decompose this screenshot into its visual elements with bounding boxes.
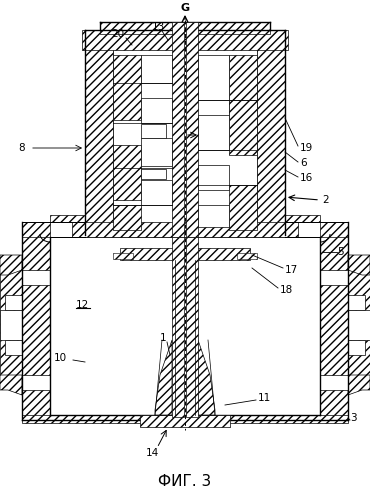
- Bar: [120, 248, 250, 260]
- Bar: [198, 55, 229, 100]
- Polygon shape: [155, 340, 172, 415]
- Bar: [0, 310, 22, 340]
- Bar: [257, 45, 285, 230]
- Polygon shape: [0, 255, 22, 275]
- Bar: [113, 145, 141, 200]
- Bar: [82, 30, 288, 50]
- Text: 2: 2: [322, 195, 329, 205]
- Bar: [85, 45, 113, 230]
- Text: 18: 18: [280, 285, 293, 295]
- Text: 14: 14: [145, 448, 159, 458]
- Bar: [229, 55, 257, 120]
- Text: 20: 20: [111, 29, 125, 39]
- Text: 1: 1: [160, 333, 166, 343]
- Bar: [141, 55, 172, 83]
- Bar: [298, 222, 320, 237]
- Text: 13: 13: [151, 22, 165, 32]
- Bar: [22, 222, 348, 237]
- Bar: [265, 215, 320, 225]
- Bar: [348, 310, 370, 340]
- Bar: [113, 205, 141, 230]
- Text: 5: 5: [337, 247, 344, 257]
- Text: 6: 6: [300, 158, 307, 168]
- Bar: [141, 180, 172, 205]
- Bar: [229, 185, 257, 230]
- Bar: [320, 237, 348, 417]
- Bar: [5, 295, 22, 310]
- Text: 17: 17: [285, 265, 298, 275]
- Bar: [172, 22, 184, 237]
- Bar: [113, 45, 257, 230]
- Bar: [348, 340, 365, 355]
- Bar: [22, 270, 50, 285]
- Bar: [50, 222, 72, 237]
- Text: G: G: [181, 3, 189, 13]
- Bar: [348, 295, 365, 310]
- Bar: [141, 124, 166, 138]
- Bar: [198, 165, 229, 190]
- Bar: [186, 22, 198, 237]
- Bar: [198, 115, 229, 150]
- Bar: [237, 253, 257, 259]
- Bar: [141, 138, 172, 166]
- Bar: [85, 225, 285, 237]
- Bar: [100, 22, 270, 34]
- Bar: [320, 375, 348, 390]
- Text: 8: 8: [19, 143, 25, 153]
- Bar: [198, 205, 229, 227]
- Text: ФИГ. 3: ФИГ. 3: [158, 475, 212, 490]
- Text: 12: 12: [75, 300, 89, 310]
- Bar: [141, 169, 166, 179]
- Text: 19: 19: [300, 143, 313, 153]
- Bar: [22, 375, 50, 390]
- Text: 10: 10: [53, 353, 67, 363]
- Bar: [320, 270, 348, 285]
- Bar: [50, 215, 105, 225]
- Text: 3: 3: [350, 413, 357, 423]
- Polygon shape: [348, 375, 370, 395]
- Bar: [50, 237, 320, 417]
- Bar: [113, 253, 133, 259]
- Bar: [320, 234, 348, 419]
- Bar: [229, 100, 257, 155]
- Bar: [186, 237, 198, 417]
- Bar: [140, 415, 230, 427]
- Polygon shape: [0, 375, 22, 395]
- Text: 11: 11: [258, 393, 271, 403]
- Bar: [141, 98, 172, 123]
- Bar: [5, 340, 22, 355]
- Text: 16: 16: [300, 173, 313, 183]
- Bar: [113, 55, 141, 120]
- Bar: [22, 415, 348, 423]
- Polygon shape: [198, 340, 215, 415]
- Bar: [0, 265, 22, 385]
- Bar: [22, 237, 50, 417]
- Bar: [348, 265, 370, 385]
- Polygon shape: [348, 255, 370, 275]
- Bar: [172, 237, 184, 417]
- Bar: [22, 234, 50, 419]
